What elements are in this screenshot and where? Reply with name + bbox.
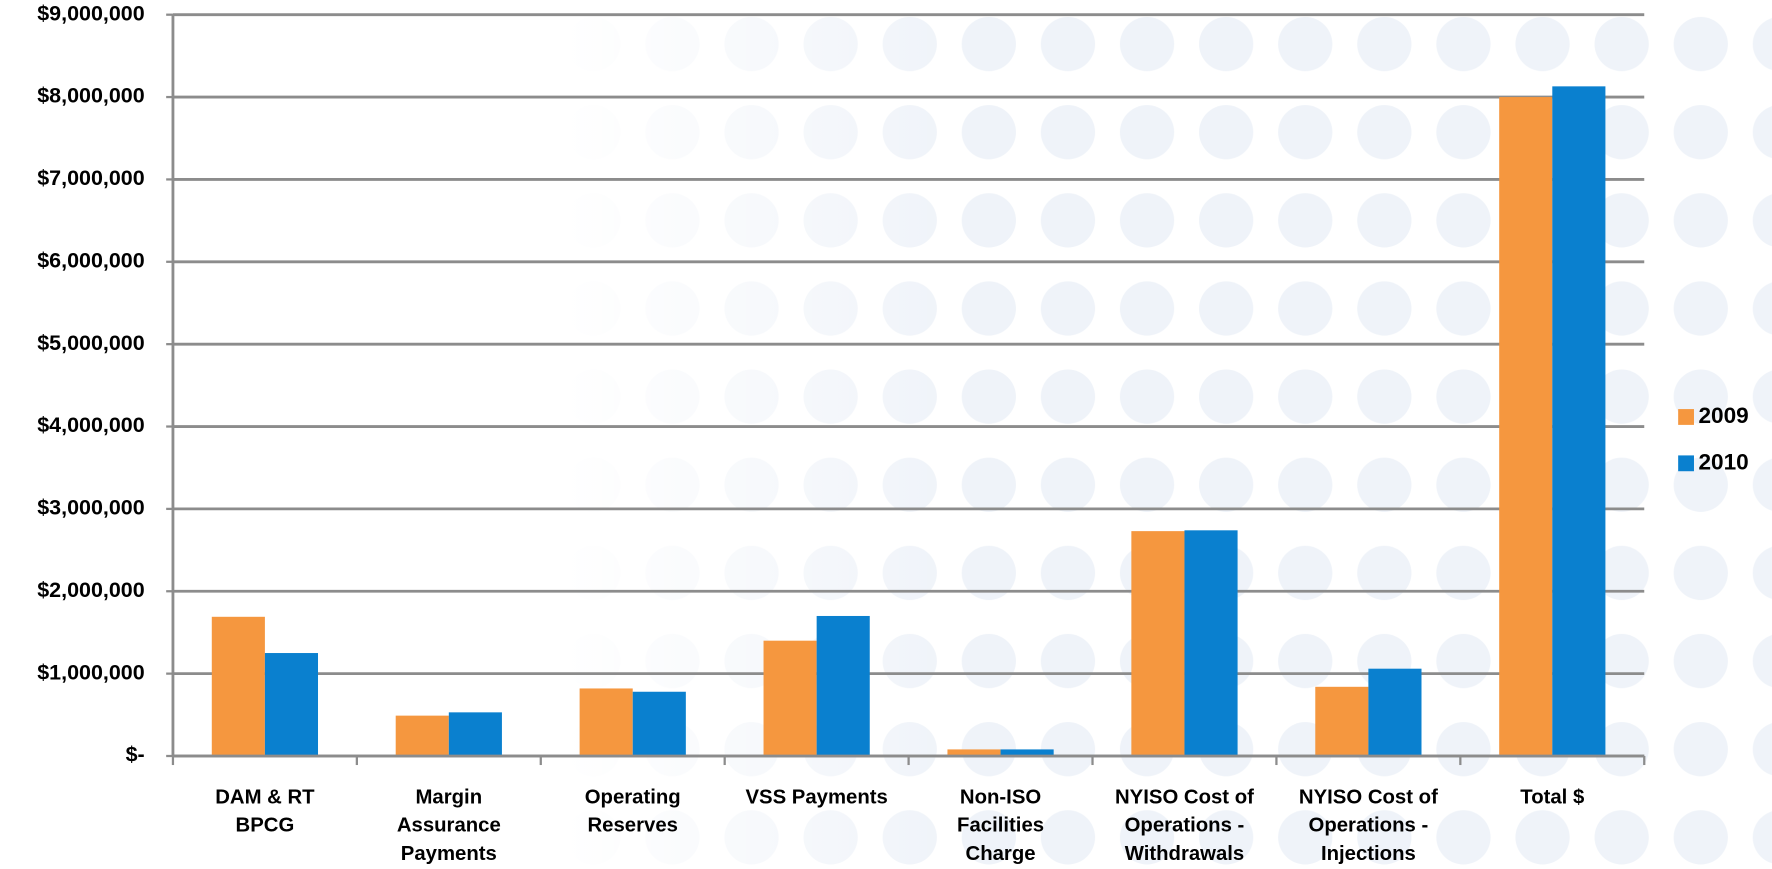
x-tick-label-line: Margin xyxy=(415,786,482,808)
bar xyxy=(264,653,319,756)
x-tick-label: VSS Payments xyxy=(745,786,887,808)
x-tick-label: Non-ISO Facilities Charge xyxy=(957,786,1044,865)
x-tick-label-line: Injections xyxy=(1321,843,1416,865)
x-tick-label-line: Operations - xyxy=(1309,815,1429,837)
x-tick-label: Margin Assurance Payments xyxy=(397,786,501,865)
y-tick-label: $9,000,000 xyxy=(37,1,145,25)
x-tick-label-line: VSS Payments xyxy=(745,786,887,808)
x-tick-label: Operating Reserves xyxy=(585,786,681,836)
x-tick-label-line: Withdrawals xyxy=(1125,843,1245,865)
x-tick-label-line: Assurance xyxy=(397,815,501,837)
bar xyxy=(1131,531,1185,756)
x-tick-label-line: Operations - xyxy=(1125,815,1245,837)
x-tick-label-line: Facilities xyxy=(957,815,1044,837)
bar xyxy=(947,749,1001,756)
y-tick-label: $3,000,000 xyxy=(37,496,145,520)
y-tick-label: $7,000,000 xyxy=(37,166,145,190)
y-tick-label: $8,000,000 xyxy=(37,84,145,108)
y-tick-label: $6,000,000 xyxy=(37,248,145,272)
x-tick-label-line: DAM & RT xyxy=(215,786,315,808)
bar xyxy=(395,715,449,756)
y-tick-label: $4,000,000 xyxy=(37,413,145,437)
bar xyxy=(816,615,870,756)
x-tick-label-line: NYISO Cost of xyxy=(1115,786,1254,808)
bar xyxy=(211,616,265,756)
x-tick-label-line: Reserves xyxy=(588,815,678,837)
bar xyxy=(1368,668,1422,756)
bar xyxy=(763,640,817,756)
x-tick-label: NYISO Cost of Operations - Withdrawals xyxy=(1115,786,1254,865)
x-tick-label-line: Operating xyxy=(585,786,681,808)
bar xyxy=(1499,97,1553,756)
x-tick-label: NYISO Cost of Operations - Injections xyxy=(1299,786,1438,865)
y-tick-label: $2,000,000 xyxy=(37,578,145,602)
bar xyxy=(1552,86,1606,756)
bar xyxy=(448,712,502,756)
x-tick-label: DAM & RT BPCG xyxy=(215,786,315,836)
y-tick-label: $- xyxy=(126,743,145,767)
bar xyxy=(1000,749,1054,756)
bar xyxy=(1315,686,1369,756)
x-tick-label-line: Charge xyxy=(966,843,1036,865)
x-tick-label-line: Total $ xyxy=(1520,786,1585,808)
bar xyxy=(632,691,686,756)
legend-label: 2009 xyxy=(1698,403,1748,428)
legend-swatch xyxy=(1678,409,1694,425)
bar xyxy=(579,688,633,756)
x-tick-label: Total $ xyxy=(1520,786,1585,808)
y-tick-label: $1,000,000 xyxy=(37,660,145,684)
x-tick-label-line: NYISO Cost of xyxy=(1299,786,1438,808)
legend-label: 2010 xyxy=(1698,449,1748,474)
x-tick-label-line: BPCG xyxy=(236,815,295,837)
legend-swatch xyxy=(1678,455,1694,472)
bar xyxy=(1184,530,1238,756)
x-tick-label-line: Non-ISO xyxy=(960,786,1041,808)
x-tick-label-line: Payments xyxy=(401,843,497,865)
y-tick-label: $5,000,000 xyxy=(37,331,145,355)
